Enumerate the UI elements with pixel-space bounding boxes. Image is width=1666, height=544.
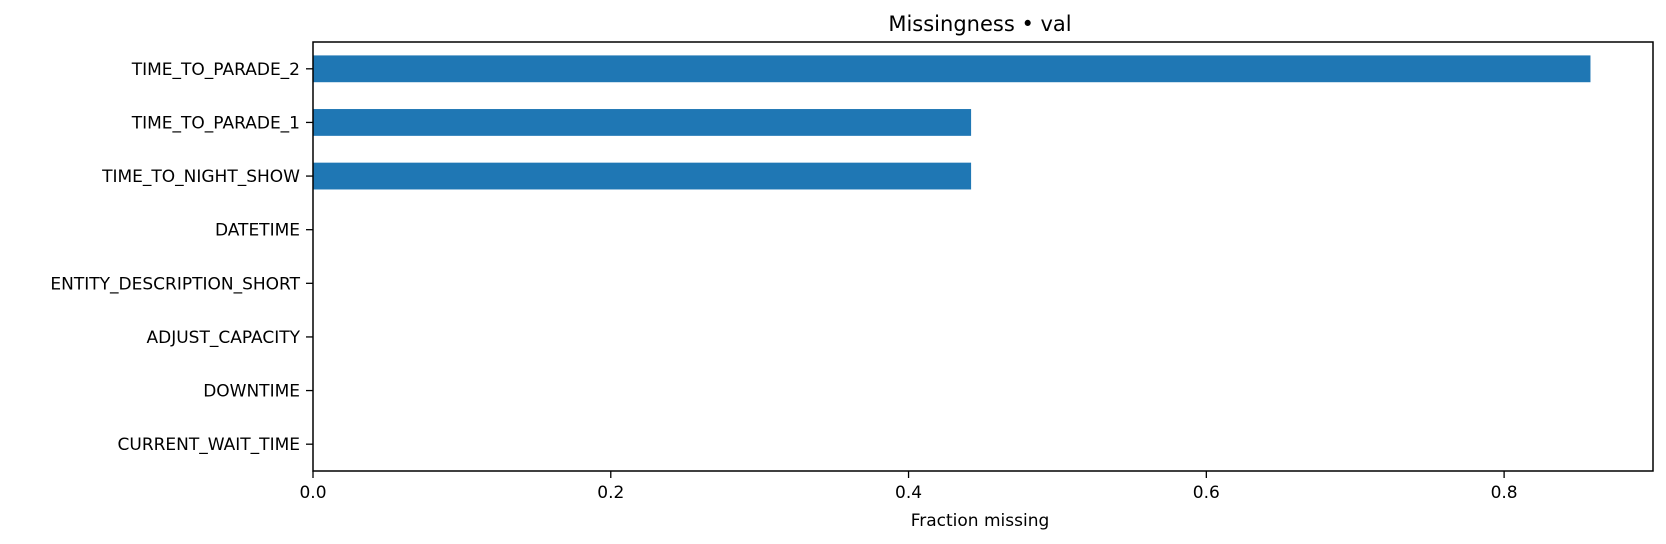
y-tick-label: ADJUST_CAPACITY (147, 328, 301, 348)
chart-title: Missingness • val (888, 12, 1071, 36)
x-tick-label: 0.8 (1491, 483, 1518, 503)
bar-time-to-parade-1 (313, 109, 972, 136)
x-tick-label: 0.4 (895, 483, 922, 503)
x-tick-label: 0.0 (299, 483, 326, 503)
y-tick-label: TIME_TO_PARADE_2 (131, 60, 300, 80)
x-axis-title: Fraction missing (911, 511, 1050, 531)
bar-time-to-parade-2 (313, 55, 1591, 83)
y-tick-label: DATETIME (215, 221, 300, 241)
x-tick-label: 0.6 (1193, 483, 1220, 503)
y-tick-label: DOWNTIME (203, 382, 300, 402)
y-tick-label: TIME_TO_PARADE_1 (131, 113, 300, 133)
plot-frame (312, 41, 1654, 472)
y-tick-label: ENTITY_DESCRIPTION_SHORT (50, 274, 300, 294)
x-tick-label: 0.2 (597, 483, 624, 503)
y-tick-label: TIME_TO_NIGHT_SHOW (101, 167, 300, 187)
bars-group (313, 55, 1591, 190)
y-axis-ticks: TIME_TO_PARADE_2 TIME_TO_PARADE_1 TIME_TO_… (50, 60, 313, 455)
x-axis-ticks: 0.0 0.2 0.4 0.6 0.8 (299, 471, 1518, 503)
bar-time-to-night-show (313, 162, 972, 190)
y-tick-label: CURRENT_WAIT_TIME (118, 435, 301, 455)
